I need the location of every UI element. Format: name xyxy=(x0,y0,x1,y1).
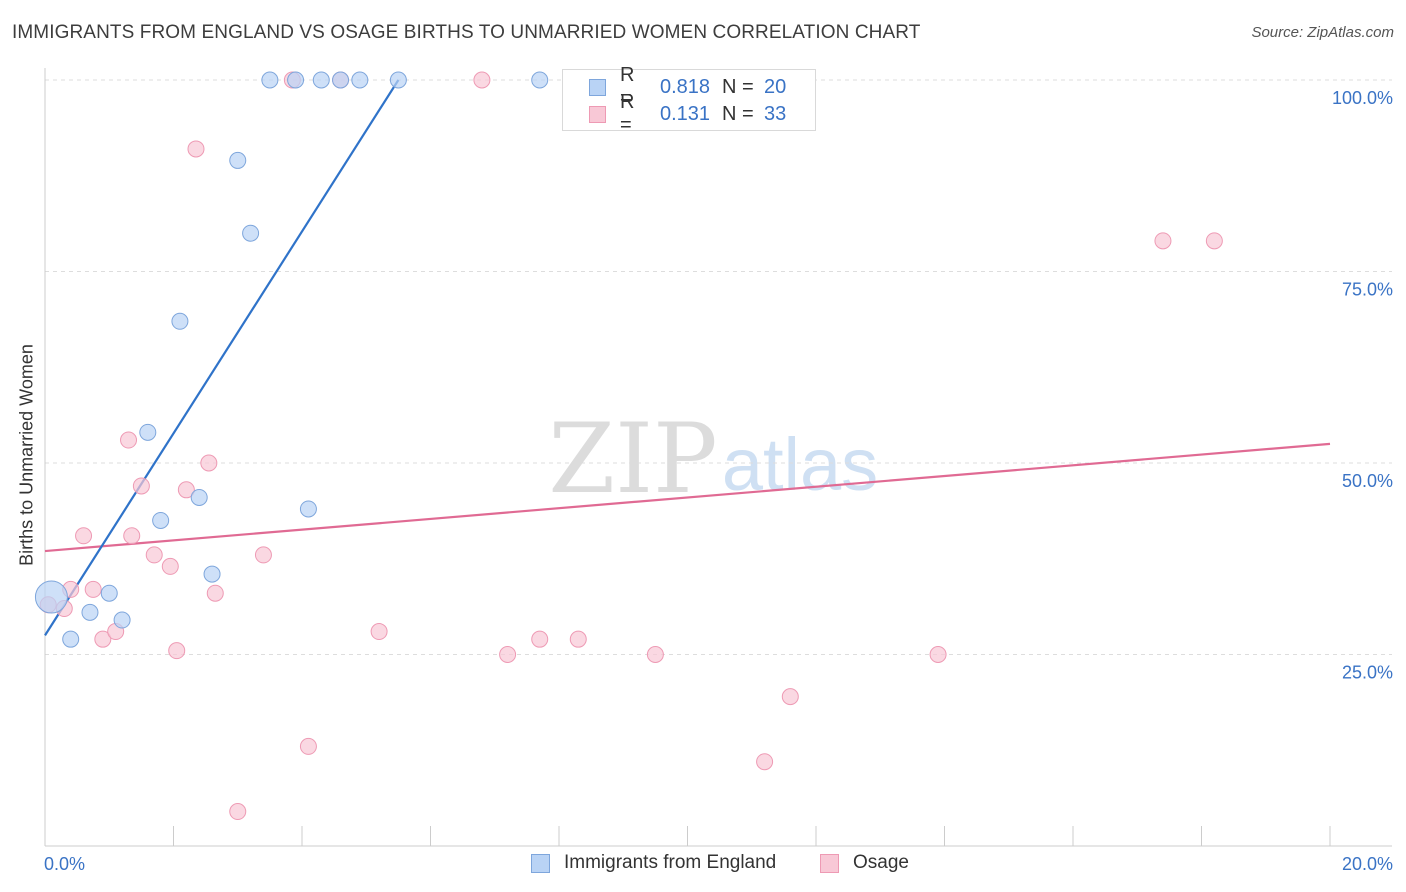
point-england xyxy=(113,611,131,629)
point-osage xyxy=(1205,232,1223,250)
axes xyxy=(44,68,1392,847)
r-label: R = xyxy=(620,64,635,109)
blue-swatch xyxy=(589,78,606,96)
data-points xyxy=(34,71,1223,821)
legend-item-osage: Osage xyxy=(820,852,909,874)
trend-line-england xyxy=(44,79,400,636)
point-osage xyxy=(1154,232,1172,250)
point-osage xyxy=(168,642,186,660)
y-tick-label: 25.0% xyxy=(1342,663,1393,683)
pink-swatch xyxy=(820,853,839,873)
point-osage xyxy=(120,431,138,449)
legend-row-england: R = 0.818 N = 20 xyxy=(563,64,787,109)
legend-label: Osage xyxy=(853,852,909,873)
point-england xyxy=(203,565,221,583)
point-england xyxy=(34,580,68,614)
point-osage xyxy=(370,623,388,641)
n-value: 20 xyxy=(764,75,787,98)
point-england xyxy=(332,71,350,89)
y-tick-label: 50.0% xyxy=(1342,471,1393,491)
r-label: R = xyxy=(620,91,635,136)
point-osage xyxy=(161,557,179,575)
trend-lines xyxy=(44,79,1331,636)
point-england xyxy=(242,224,260,242)
point-osage xyxy=(123,527,141,545)
legend-row-osage: R = 0.131 N = 33 xyxy=(563,91,787,136)
point-england xyxy=(351,71,369,89)
point-england xyxy=(62,630,80,648)
point-england xyxy=(312,71,330,89)
point-england xyxy=(229,151,247,169)
y-tick-label: 75.0% xyxy=(1342,280,1393,300)
point-osage xyxy=(206,584,224,602)
point-england xyxy=(152,511,170,529)
point-england xyxy=(81,603,99,621)
point-osage xyxy=(531,630,549,648)
legend-label: Immigrants from England xyxy=(564,852,777,873)
pink-swatch xyxy=(589,105,606,123)
chart-title: IMMIGRANTS FROM ENGLAND VS OSAGE BIRTHS … xyxy=(12,22,921,43)
gridlines xyxy=(45,79,1392,655)
source-label: Source: ZipAtlas.com xyxy=(1251,24,1394,41)
x-tick-label: 20.0% xyxy=(1342,854,1393,874)
point-osage xyxy=(94,630,112,648)
point-england xyxy=(299,500,317,518)
point-osage xyxy=(187,140,205,158)
y-tick-label: 100.0% xyxy=(1332,88,1393,108)
watermark: ZIP atlas xyxy=(548,403,878,515)
point-osage xyxy=(646,646,664,663)
point-england xyxy=(171,312,189,330)
point-osage xyxy=(75,527,93,545)
series-legend: Immigrants from England Osage xyxy=(0,852,1406,878)
x-tick-label: 0.0% xyxy=(44,854,85,874)
point-england xyxy=(531,71,549,89)
n-label: N = xyxy=(722,75,754,98)
point-england xyxy=(139,423,157,441)
r-value: 0.131 xyxy=(660,102,711,125)
r-value: 0.818 xyxy=(660,75,711,98)
correlation-legend: R = 0.818 N = 20 R = 0.131 N = 33 xyxy=(562,64,816,136)
point-england xyxy=(100,584,118,602)
watermark-zip: ZIP xyxy=(548,403,717,515)
point-osage xyxy=(756,753,774,771)
trend-line-osage xyxy=(44,442,1331,553)
tick-labels: 0.0% 20.0% 25.0% 50.0% 75.0% 100.0% xyxy=(44,88,1393,874)
point-england xyxy=(287,71,305,89)
point-osage xyxy=(132,477,150,495)
point-osage xyxy=(499,646,517,663)
point-osage xyxy=(569,630,587,648)
point-osage xyxy=(200,454,218,472)
n-label: N = xyxy=(722,102,754,125)
point-osage xyxy=(781,688,799,706)
point-osage xyxy=(229,803,247,821)
point-osage xyxy=(473,71,491,89)
blue-swatch xyxy=(531,853,550,873)
point-osage xyxy=(177,481,195,499)
point-osage xyxy=(254,546,272,564)
point-osage xyxy=(145,546,163,564)
point-osage xyxy=(299,737,317,755)
point-england xyxy=(190,488,208,506)
n-value: 33 xyxy=(764,102,787,125)
point-england xyxy=(389,71,407,89)
point-osage xyxy=(929,646,947,663)
legend-item-england: Immigrants from England xyxy=(531,852,776,874)
point-osage xyxy=(84,580,102,598)
point-england xyxy=(261,71,279,89)
